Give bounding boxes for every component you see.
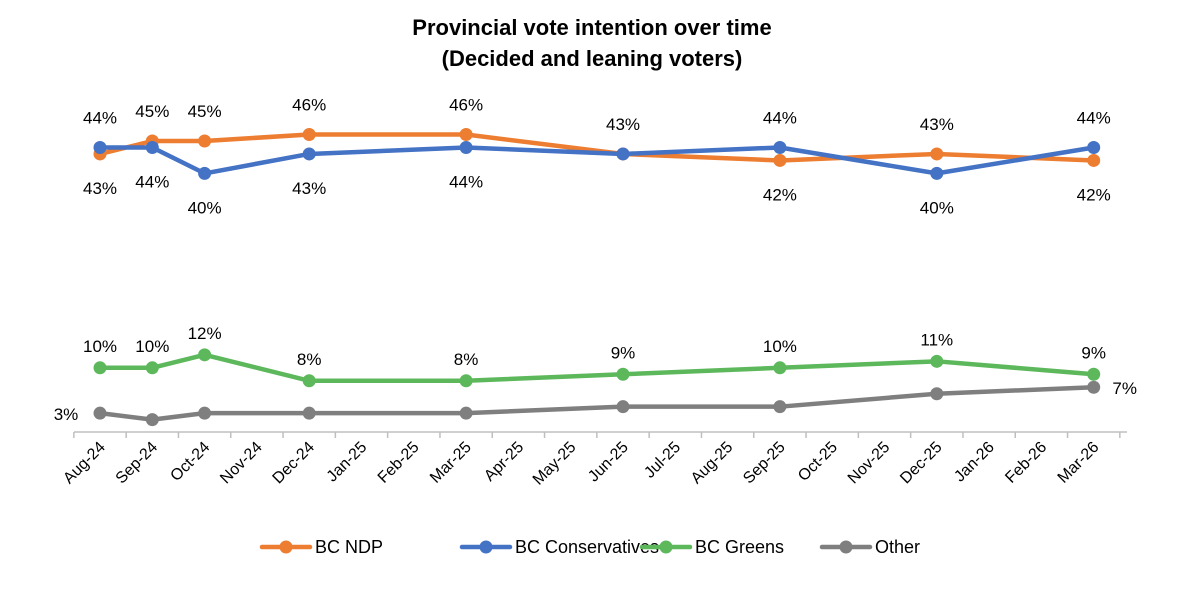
data-point-other [773,400,787,414]
data-point-other [93,406,107,420]
data-label: 45% [188,102,222,121]
data-label: 46% [292,96,326,115]
x-tick-label: Aug-24 [60,439,109,488]
data-point-bc-greens [459,374,473,388]
x-tick-label: Sep-24 [113,439,162,488]
data-label: 44% [83,108,117,127]
data-label: 9% [611,343,636,362]
data-point-bc-greens [616,367,630,381]
data-point-other [198,406,212,420]
data-point-bc-greens [145,361,159,375]
x-tick-label: Oct-24 [167,439,213,485]
chart-title-line-1: Provincial vote intention over time [412,15,771,40]
data-point-bc-conservatives [616,147,630,161]
data-label: 40% [920,198,954,217]
data-label: 44% [135,172,169,191]
data-label: 43% [606,115,640,134]
data-point-bc-ndp [930,147,944,161]
legend-marker-bc-greens [659,540,673,554]
data-point-bc-conservatives [145,140,159,154]
x-tick-label: Oct-25 [795,439,841,485]
data-point-other [145,413,159,427]
data-label: 44% [449,172,483,191]
data-point-bc-conservatives [198,166,212,180]
x-tick-label: May-25 [530,439,580,489]
data-point-other [302,406,316,420]
data-point-bc-greens [1087,367,1101,381]
data-point-bc-conservatives [459,140,473,154]
data-point-bc-greens [198,348,212,362]
x-tick-label: Dec-24 [270,439,319,488]
series-line-other [97,384,1096,422]
x-tick-label: Jan-26 [951,439,998,486]
data-point-bc-ndp [302,128,316,142]
x-tick-label: Feb-26 [1002,439,1050,487]
data-label: 43% [920,115,954,134]
data-label: 8% [454,350,479,369]
data-label: 42% [1077,185,1111,204]
x-tick-label: Feb-25 [375,439,423,487]
x-tick-label: Nov-25 [845,439,894,488]
data-label: 7% [1112,379,1137,398]
data-point-bc-ndp [198,134,212,148]
data-point-other [616,400,630,414]
legend-label-bc-conservatives: BC Conservatives [515,537,659,557]
series-line-bc-greens [97,352,1096,384]
x-tick-label: Mar-25 [427,439,475,487]
legend-label-other: Other [875,537,920,557]
data-label: 45% [135,102,169,121]
data-label: 12% [188,324,222,343]
x-tick-label: Apr-25 [481,439,527,485]
x-tick-label: Sep-25 [740,439,789,488]
x-tick-label: Aug-25 [688,439,737,488]
data-label: 40% [188,198,222,217]
series-line-bc-ndp [97,132,1096,163]
data-point-bc-conservatives [773,140,787,154]
data-point-bc-ndp [1087,153,1101,167]
series-line-bc-conservatives [97,145,1096,176]
data-label: 46% [449,96,483,115]
data-label: 10% [135,337,169,356]
data-label: 43% [83,179,117,198]
legend-marker-bc-ndp [279,540,293,554]
x-tick-label: Jun-25 [585,439,632,486]
data-point-bc-conservatives [93,140,107,154]
x-tick-label: Jul-25 [641,439,684,482]
data-point-bc-greens [773,361,787,375]
data-point-bc-greens [302,374,316,388]
data-label: 42% [763,185,797,204]
data-label: 3% [54,405,79,424]
data-point-other [1087,380,1101,394]
data-label: 10% [763,337,797,356]
data-point-bc-conservatives [302,147,316,161]
x-tick-label: Nov-24 [217,439,266,488]
data-point-bc-conservatives [1087,140,1101,154]
legend: BC NDP BC Conservatives BC Greens Other [259,537,920,557]
data-point-bc-greens [930,354,944,368]
x-tick-label: Jan-25 [324,439,371,486]
legend-label-bc-ndp: BC NDP [315,537,383,557]
data-label: 10% [83,337,117,356]
legend-marker-other [839,540,853,554]
legend-marker-bc-conservatives [479,540,493,554]
data-label: 44% [1077,108,1111,127]
data-label: 11% [920,330,953,349]
data-label: 43% [292,179,326,198]
data-point-bc-ndp [459,128,473,142]
data-point-other [459,406,473,420]
x-tick-label: Mar-26 [1055,439,1103,487]
plot-area: Aug-24 Sep-24 Oct-24 Nov-24 Dec-24 Jan-25 Feb-… [54,96,1137,489]
x-tick-label: Dec-25 [897,439,946,488]
data-point-bc-greens [93,361,107,375]
data-label: 44% [763,108,797,127]
chart-title-line-2: (Decided and leaning voters) [442,46,743,71]
data-label: 8% [297,350,322,369]
data-label: 9% [1081,343,1106,362]
data-point-bc-conservatives [930,166,944,180]
data-point-bc-ndp [773,153,787,167]
legend-label-bc-greens: BC Greens [695,537,784,557]
data-point-other [930,387,944,401]
